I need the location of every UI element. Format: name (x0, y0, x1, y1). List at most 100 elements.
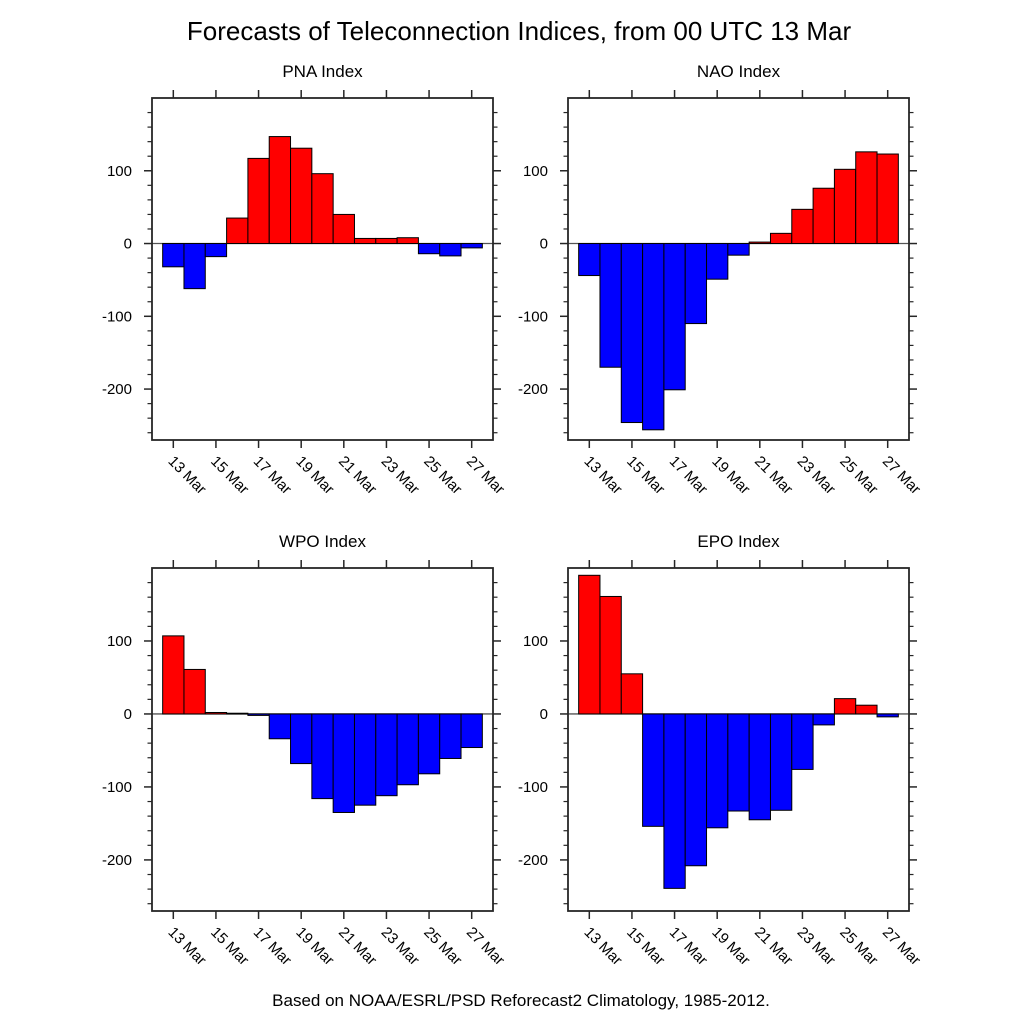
figure-main-title: Forecasts of Teleconnection Indices, fro… (187, 16, 852, 46)
panel-title-epo: EPO Index (697, 532, 780, 551)
bar-epo-14-mar (599, 595, 622, 715)
bar-pna-15-mar (204, 243, 228, 258)
bar-nao-25-mar (833, 168, 857, 245)
bar-pna-13-mar (162, 243, 185, 268)
bar-pna-19-mar (290, 147, 313, 245)
y-tick-label: -200 (518, 381, 548, 398)
y-tick-label: -200 (102, 381, 132, 398)
bar-nao-13-mar (578, 243, 601, 277)
bar-wpo-23-mar (375, 713, 398, 797)
x-tick-label: 27 Mar (463, 453, 508, 498)
x-tick-label: 25 Mar (420, 453, 465, 498)
x-tick-label: 27 Mar (879, 453, 924, 498)
bar-pna-23-mar (375, 237, 398, 245)
bar-nao-22-mar (769, 232, 793, 245)
x-tick-label: 21 Mar (335, 453, 380, 498)
bar-wpo-27-mar (460, 713, 483, 749)
panel-title-wpo: WPO Index (279, 532, 366, 551)
x-tick-label: 19 Mar (708, 453, 753, 498)
bar-epo-15-mar (620, 673, 644, 715)
plot-box-nao (567, 97, 910, 441)
panel-title-pna: PNA Index (282, 62, 363, 81)
bar-wpo-26-mar (439, 713, 462, 759)
bar-nao-14-mar (599, 243, 622, 368)
x-tick-label: 25 Mar (836, 924, 881, 969)
x-tick-label: 27 Mar (879, 924, 924, 969)
y-tick-label: 100 (107, 633, 132, 650)
bar-nao-17-mar (663, 243, 686, 391)
x-tick-label: 23 Mar (378, 924, 423, 969)
bar-pna-14-mar (183, 243, 206, 290)
bar-epo-21-mar (748, 713, 771, 821)
y-tick-label: 100 (523, 163, 548, 180)
bar-nao-23-mar (791, 208, 814, 245)
bar-wpo-17-mar (247, 713, 270, 716)
bar-nao-21-mar (748, 241, 771, 245)
x-tick-label: 23 Mar (378, 453, 423, 498)
bar-pna-20-mar (311, 173, 334, 245)
y-tick-label: -100 (518, 779, 548, 796)
figure-caption: Based on NOAA/ESRL/PSD Reforecast2 Clima… (272, 991, 770, 1010)
x-tick-label: 23 Mar (794, 924, 839, 969)
bar-nao-19-mar (706, 243, 729, 280)
x-tick-label: 21 Mar (751, 453, 796, 498)
x-tick-label: 13 Mar (164, 453, 209, 498)
x-tick-label: 15 Mar (207, 924, 252, 969)
x-tick-label: 15 Mar (623, 924, 668, 969)
x-tick-label: 17 Mar (250, 453, 295, 498)
bar-nao-26-mar (855, 151, 878, 245)
y-tick-label: 0 (124, 706, 132, 723)
x-tick-label: 17 Mar (666, 924, 711, 969)
bar-epo-16-mar (642, 713, 665, 827)
bar-epo-24-mar (812, 713, 835, 726)
y-tick-label: -200 (102, 852, 132, 869)
x-tick-label: 27 Mar (463, 924, 508, 969)
plot-box-pna (151, 97, 494, 441)
x-tick-label: 19 Mar (292, 924, 337, 969)
y-tick-label: 100 (523, 633, 548, 650)
bar-nao-20-mar (727, 243, 750, 256)
bar-wpo-24-mar (396, 713, 419, 786)
y-tick-label: 0 (540, 236, 548, 253)
plot-box-wpo (151, 567, 494, 912)
bar-epo-27-mar (876, 713, 899, 718)
x-tick-label: 13 Mar (164, 924, 209, 969)
bar-wpo-19-mar (290, 713, 313, 765)
plot-box-epo (567, 567, 910, 912)
bar-nao-16-mar (642, 243, 665, 431)
bar-wpo-15-mar (204, 711, 228, 715)
bar-wpo-18-mar (268, 713, 292, 740)
bar-wpo-13-mar (162, 635, 185, 715)
x-tick-label: 21 Mar (335, 924, 380, 969)
bar-wpo-14-mar (183, 668, 206, 715)
x-tick-label: 19 Mar (292, 453, 337, 498)
x-tick-label: 15 Mar (623, 453, 668, 498)
y-tick-label: -100 (102, 779, 132, 796)
bar-pna-26-mar (439, 243, 462, 257)
bar-nao-15-mar (620, 243, 644, 424)
y-tick-label: 0 (124, 236, 132, 253)
bar-epo-17-mar (663, 713, 686, 889)
y-tick-label: 0 (540, 706, 548, 723)
y-tick-label: -100 (518, 308, 548, 325)
x-tick-label: 15 Mar (207, 453, 252, 498)
bar-epo-18-mar (684, 713, 708, 867)
bar-pna-21-mar (332, 213, 355, 245)
bar-wpo-22-mar (353, 713, 377, 806)
x-tick-label: 21 Mar (751, 924, 796, 969)
x-tick-label: 17 Mar (250, 924, 295, 969)
bar-epo-20-mar (727, 713, 750, 812)
bar-epo-25-mar (833, 698, 857, 715)
bar-pna-24-mar (396, 237, 419, 245)
y-tick-label: -200 (518, 852, 548, 869)
bar-nao-24-mar (812, 187, 835, 245)
bar-epo-22-mar (769, 713, 793, 811)
bar-pna-17-mar (247, 157, 270, 245)
bar-epo-13-mar (578, 574, 601, 715)
panel-title-nao: NAO Index (697, 62, 781, 81)
